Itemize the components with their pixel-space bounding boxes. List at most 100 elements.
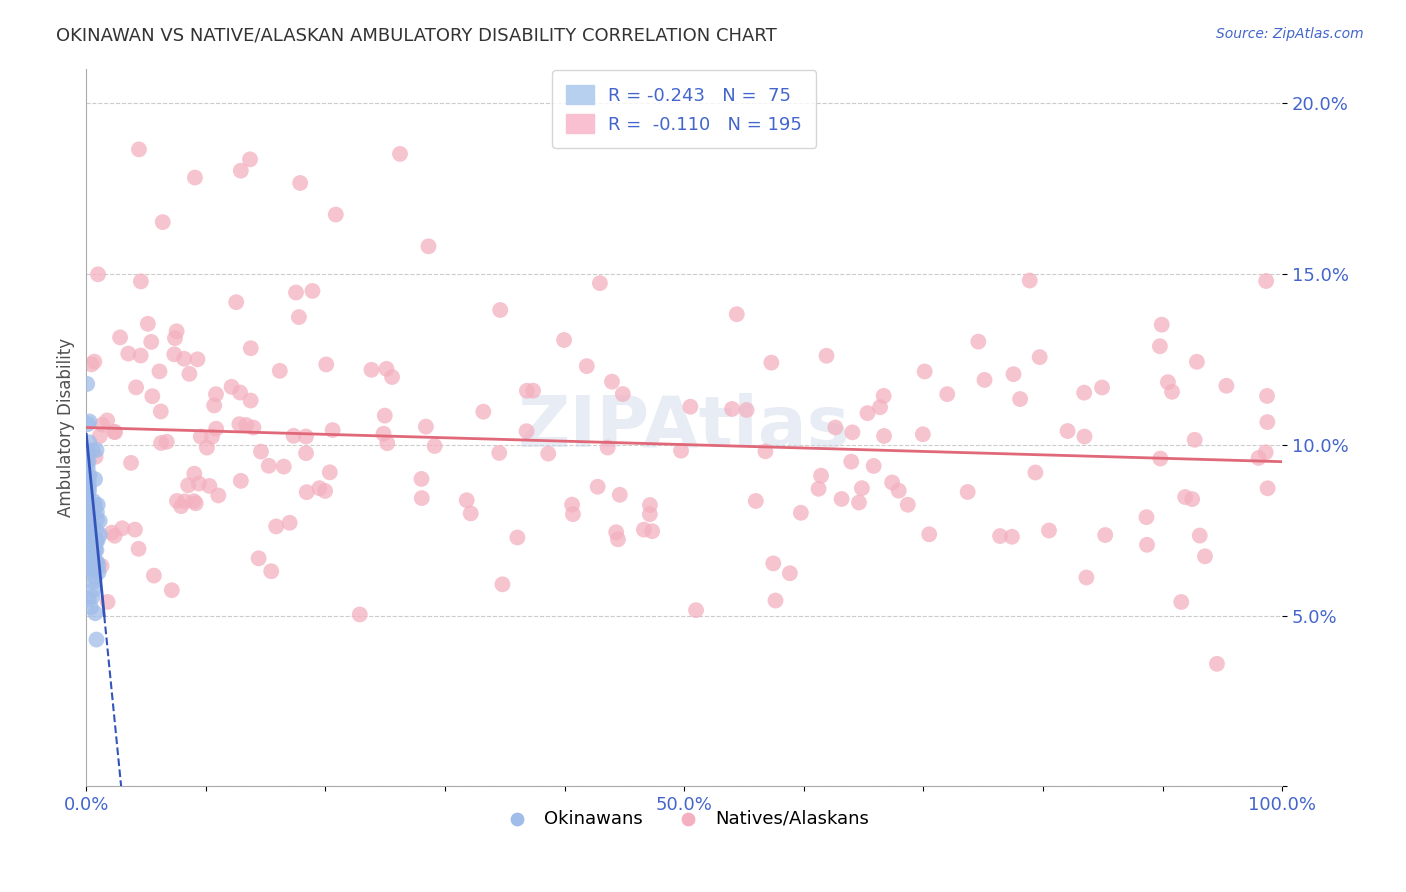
Point xyxy=(1149,339,1171,353)
Point xyxy=(1184,433,1206,447)
Point xyxy=(638,498,661,512)
Point xyxy=(184,496,207,510)
Point xyxy=(120,456,142,470)
Point xyxy=(1002,367,1025,381)
Point xyxy=(90,558,112,573)
Text: Source: ZipAtlas.com: Source: ZipAtlas.com xyxy=(1216,27,1364,41)
Point xyxy=(516,384,538,398)
Point xyxy=(349,607,371,622)
Point xyxy=(86,555,108,569)
Point xyxy=(1150,318,1173,332)
Point xyxy=(1028,350,1050,364)
Point xyxy=(1149,451,1171,466)
Point xyxy=(897,498,920,512)
Point xyxy=(314,483,336,498)
Point xyxy=(1091,380,1114,394)
Point xyxy=(914,364,936,378)
Point xyxy=(612,387,634,401)
Point xyxy=(807,482,830,496)
Point xyxy=(269,364,291,378)
Point xyxy=(228,417,250,432)
Point xyxy=(76,444,98,458)
Point xyxy=(77,592,100,607)
Point xyxy=(160,583,183,598)
Point xyxy=(91,417,114,432)
Point xyxy=(86,543,108,558)
Point xyxy=(872,389,894,403)
Point xyxy=(77,480,100,494)
Point xyxy=(141,389,163,403)
Point xyxy=(76,508,98,523)
Text: ZIPAtlas: ZIPAtlas xyxy=(517,393,851,462)
Point xyxy=(80,548,103,562)
Point xyxy=(1206,657,1229,671)
Point xyxy=(96,595,118,609)
Point xyxy=(79,528,101,542)
Point xyxy=(76,560,98,574)
Point xyxy=(745,494,768,508)
Point xyxy=(84,498,107,512)
Point xyxy=(82,590,104,604)
Point xyxy=(87,498,110,512)
Point xyxy=(1247,450,1270,465)
Point xyxy=(761,356,783,370)
Point xyxy=(1256,274,1278,288)
Point xyxy=(1136,538,1159,552)
Point xyxy=(810,468,832,483)
Point xyxy=(264,519,287,533)
Point xyxy=(754,444,776,458)
Point xyxy=(163,347,186,361)
Point xyxy=(84,450,107,464)
Point xyxy=(873,429,896,443)
Point xyxy=(221,380,243,394)
Point xyxy=(77,454,100,468)
Point xyxy=(1181,492,1204,507)
Point xyxy=(936,387,959,401)
Point xyxy=(381,370,404,384)
Point xyxy=(84,534,107,549)
Point xyxy=(86,533,108,548)
Point xyxy=(790,506,813,520)
Point xyxy=(250,444,273,458)
Point xyxy=(129,349,152,363)
Point xyxy=(1001,530,1024,544)
Point xyxy=(173,494,195,508)
Point xyxy=(195,441,218,455)
Point xyxy=(506,531,529,545)
Point xyxy=(79,415,101,429)
Point xyxy=(177,478,200,492)
Point xyxy=(205,422,228,436)
Point xyxy=(76,481,98,495)
Point xyxy=(882,475,904,490)
Point xyxy=(152,215,174,229)
Point xyxy=(76,533,98,548)
Point xyxy=(76,492,98,507)
Point xyxy=(190,429,212,443)
Point xyxy=(76,492,98,507)
Point xyxy=(273,459,295,474)
Point xyxy=(84,523,107,537)
Point xyxy=(104,529,127,543)
Point xyxy=(201,430,224,444)
Point xyxy=(685,603,707,617)
Point xyxy=(82,443,104,458)
Point xyxy=(375,361,398,376)
Point xyxy=(103,425,125,439)
Point xyxy=(79,514,101,528)
Point xyxy=(1018,273,1040,287)
Point xyxy=(86,505,108,519)
Point xyxy=(735,403,758,417)
Point xyxy=(1157,375,1180,389)
Point xyxy=(1076,570,1098,584)
Point xyxy=(229,474,252,488)
Point xyxy=(415,419,437,434)
Point xyxy=(86,632,108,647)
Point xyxy=(142,568,165,582)
Point xyxy=(205,387,228,401)
Point xyxy=(186,352,208,367)
Point xyxy=(308,481,330,495)
Point xyxy=(76,456,98,470)
Point xyxy=(76,514,98,528)
Point xyxy=(150,436,173,450)
Text: OKINAWAN VS NATIVE/ALASKAN AMBULATORY DISABILITY CORRELATION CHART: OKINAWAN VS NATIVE/ALASKAN AMBULATORY DI… xyxy=(56,27,778,45)
